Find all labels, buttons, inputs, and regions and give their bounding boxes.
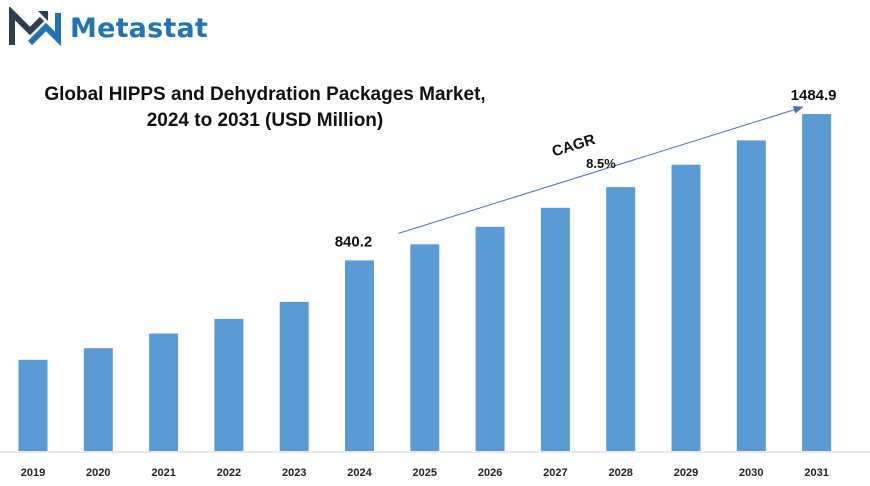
x-tick-label-2025: 2025: [413, 467, 437, 479]
cagr-arrow: [398, 105, 804, 234]
x-tick-label-2029: 2029: [674, 467, 698, 479]
x-tick-label-2022: 2022: [217, 467, 241, 479]
brand-name: Metastat: [70, 12, 209, 44]
metastat-logo-icon: [9, 7, 61, 47]
chart-title-line-2: 2024 to 2031 (USD Million): [146, 110, 384, 131]
bar-2023: [279, 301, 309, 451]
x-tick-label-2019: 2019: [21, 467, 45, 479]
bar-2022: [214, 318, 244, 451]
x-tick-label-2027: 2027: [543, 467, 567, 479]
brand-logo: Metastat: [8, 6, 208, 50]
chart-title-line-1: Global HIPPS and Dehydration Packages Ma…: [44, 84, 486, 105]
bar-2029: [671, 164, 701, 451]
bar-2019: [18, 359, 48, 451]
data-label-2031: 1484.9: [791, 87, 837, 104]
x-tick-label-2031: 2031: [804, 467, 828, 479]
x-tick-label-2030: 2030: [739, 467, 763, 479]
x-tick-label-2020: 2020: [86, 467, 110, 479]
chart-title: Global HIPPS and Dehydration Packages Ma…: [20, 82, 510, 134]
bar-2030: [736, 140, 766, 451]
cagr-value: 8.5%: [586, 156, 616, 171]
bar-2021: [149, 333, 179, 451]
x-tick-label-2024: 2024: [347, 467, 372, 479]
x-tick-label-2028: 2028: [608, 467, 632, 479]
bar-2024: [345, 260, 374, 451]
bar-2026: [475, 226, 505, 451]
bar-2031: [802, 114, 832, 451]
x-tick-label-2021: 2021: [151, 467, 175, 479]
bar-2027: [540, 207, 570, 451]
bar-2025: [410, 244, 440, 451]
x-tick-label-2026: 2026: [478, 467, 502, 479]
bar-2028: [606, 187, 636, 451]
bar-2020: [83, 348, 113, 451]
data-label-2024: 840.2: [335, 233, 373, 250]
x-tick-label-2023: 2023: [282, 467, 306, 479]
